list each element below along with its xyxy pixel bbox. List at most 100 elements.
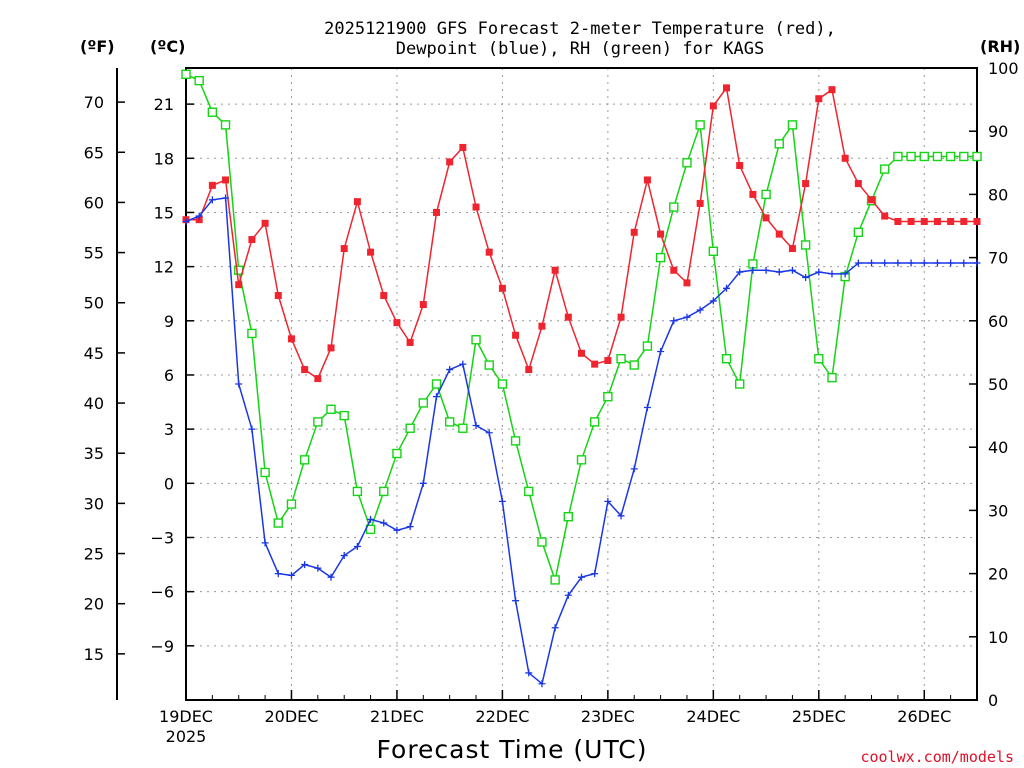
temperature-point xyxy=(222,176,230,184)
temperature-point xyxy=(696,199,704,207)
rh-point xyxy=(379,486,389,497)
dewpoint-point xyxy=(512,597,520,605)
fahrenheit-unit-label: (ºF) xyxy=(80,37,115,56)
temperature-point xyxy=(723,84,731,92)
temperature-point xyxy=(868,196,876,204)
rh-point xyxy=(207,107,218,117)
dewpoint-point xyxy=(446,366,454,374)
temperature-point xyxy=(657,230,665,238)
rh-point xyxy=(893,151,903,162)
time-tick-label: 24DEC xyxy=(686,707,740,726)
rh-tick-label: 20 xyxy=(988,565,1008,584)
dewpoint-point xyxy=(380,519,388,527)
temperature-point xyxy=(920,217,928,225)
temperature-point xyxy=(881,212,889,220)
dewpoint-line xyxy=(185,197,977,686)
fahrenheit-tick-label: 30 xyxy=(84,494,104,513)
temperature-point xyxy=(432,208,440,216)
dewpoint-point xyxy=(696,306,704,314)
dewpoint-point xyxy=(907,259,915,267)
dewpoint-point xyxy=(868,259,876,267)
rh-point xyxy=(563,512,574,522)
temperature-point xyxy=(775,230,783,238)
dewpoint-point xyxy=(749,266,757,274)
dewpoint-point xyxy=(406,523,414,531)
rh-tick-label: 0 xyxy=(988,691,998,710)
grid-lines xyxy=(186,68,977,700)
temperature-point xyxy=(261,219,269,227)
fahrenheit-tick-label: 35 xyxy=(84,444,104,463)
dewpoint-point xyxy=(367,515,375,523)
temperature-point xyxy=(301,366,309,374)
temperature-point xyxy=(406,338,414,346)
celsius-tick-label: −3 xyxy=(150,528,174,547)
dewpoint-point xyxy=(261,539,269,547)
temperature-point xyxy=(472,203,480,211)
rh-point xyxy=(603,391,613,402)
rh-point xyxy=(181,69,191,80)
rh-tick-label: 30 xyxy=(988,501,1008,520)
dewpoint-series xyxy=(182,194,981,688)
dewpoint-point xyxy=(235,380,243,388)
dewpoint-point xyxy=(775,268,783,276)
rh-point xyxy=(260,467,270,478)
rh-point xyxy=(550,575,560,585)
rh-point xyxy=(972,151,982,162)
temperature-point xyxy=(854,180,862,188)
temperature-point xyxy=(604,357,612,365)
temperature-point xyxy=(709,102,717,110)
fahrenheit-tick-label: 60 xyxy=(84,193,104,212)
dewpoint-point xyxy=(248,425,256,433)
rh-tick-label: 10 xyxy=(988,628,1008,647)
time-tick-label: 26DEC xyxy=(897,707,951,726)
rh-point xyxy=(642,341,653,351)
rh-point xyxy=(458,423,468,433)
temperature-point xyxy=(815,95,823,103)
temperature-point xyxy=(459,143,467,151)
rh-point xyxy=(405,423,415,433)
rh-tick-label: 90 xyxy=(988,122,1008,141)
rh-point xyxy=(853,227,864,238)
rh-point xyxy=(682,158,692,168)
rh-point xyxy=(616,354,626,364)
x-axis-title: Forecast Time (UTC) xyxy=(377,735,648,764)
temperature-point xyxy=(327,344,335,352)
dewpoint-point xyxy=(815,268,823,276)
dewpoint-point xyxy=(419,479,427,487)
rh-point xyxy=(800,240,811,250)
rh-point xyxy=(576,455,587,465)
temperature-point xyxy=(973,217,981,225)
dewpoint-point xyxy=(802,273,810,281)
celsius-tick-label: 15 xyxy=(154,203,174,222)
rh-point xyxy=(959,151,969,162)
dewpoint-point xyxy=(525,669,533,677)
dewpoint-point xyxy=(960,259,968,267)
time-tick-label: 23DEC xyxy=(581,707,635,726)
dewpoint-point xyxy=(854,259,862,267)
temperature-point xyxy=(367,248,375,256)
rh-point xyxy=(392,448,402,459)
dewpoint-point xyxy=(551,624,559,632)
rh-point xyxy=(339,410,349,421)
dewpoint-point xyxy=(683,313,691,321)
fahrenheit-tick-label: 40 xyxy=(84,394,104,413)
rh-tick-label: 50 xyxy=(988,375,1008,394)
rh-point xyxy=(497,379,508,389)
rh-line xyxy=(185,73,977,583)
dewpoint-point xyxy=(538,680,546,688)
temperature-point xyxy=(841,154,849,162)
rh-point xyxy=(787,120,798,130)
celsius-tick-label: 9 xyxy=(164,312,174,331)
temperature-point xyxy=(670,266,678,274)
dewpoint-point xyxy=(301,561,309,569)
dewpoint-point xyxy=(643,403,651,411)
temperature-point xyxy=(393,319,401,327)
temperature-point xyxy=(947,217,955,225)
temperature-point xyxy=(736,162,744,170)
time-tick-label: 20DEC xyxy=(264,707,318,726)
rh-unit-label: (RH) xyxy=(980,37,1020,56)
celsius-axis: 21 18 15 12 9 6 3 0 −3 −6 −9 xyxy=(150,95,194,656)
rh-point xyxy=(919,151,929,162)
rh-point xyxy=(352,486,363,497)
